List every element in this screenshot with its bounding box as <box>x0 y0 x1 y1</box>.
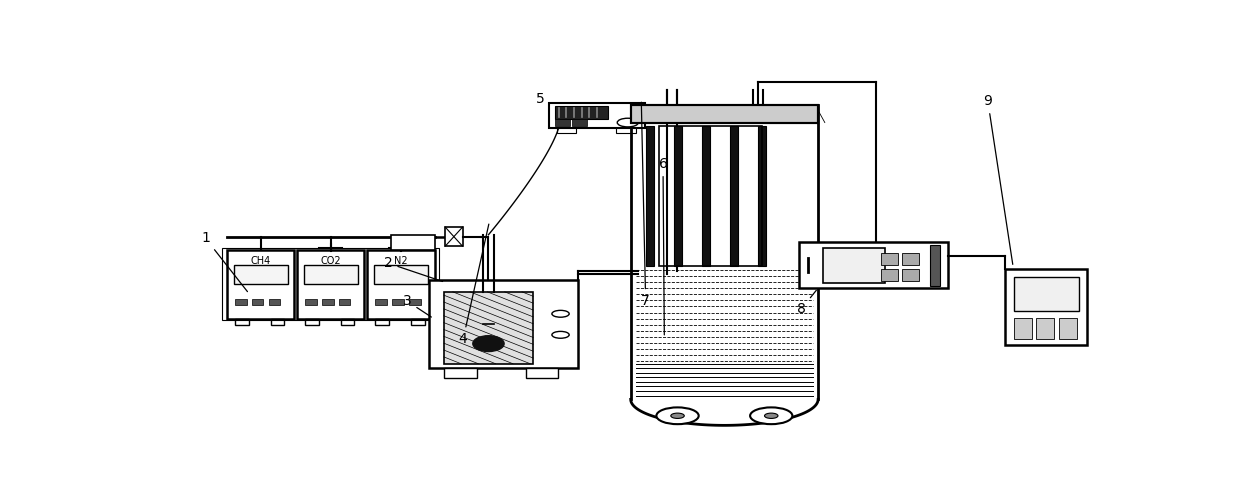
Bar <box>444 292 533 364</box>
Bar <box>270 319 284 325</box>
Bar <box>526 368 558 378</box>
Circle shape <box>656 407 698 424</box>
Bar <box>429 281 578 368</box>
Bar <box>234 265 288 284</box>
Text: 6: 6 <box>658 157 667 335</box>
Bar <box>222 248 439 320</box>
Bar <box>339 298 351 305</box>
Bar <box>367 250 435 319</box>
Bar <box>572 119 588 126</box>
Text: 7: 7 <box>641 102 650 308</box>
Bar <box>554 119 570 126</box>
Bar <box>823 248 885 283</box>
Bar <box>702 126 709 266</box>
Bar <box>412 319 424 325</box>
Bar <box>236 298 247 305</box>
Bar <box>758 126 766 266</box>
Bar <box>880 252 898 265</box>
Bar <box>445 227 463 246</box>
Bar <box>646 126 653 266</box>
Bar <box>1013 277 1079 311</box>
Bar <box>1059 318 1078 339</box>
Circle shape <box>750 407 792 424</box>
Bar <box>557 128 575 133</box>
Bar <box>444 368 476 378</box>
Bar <box>305 298 316 305</box>
Circle shape <box>671 413 684 418</box>
Bar <box>901 252 919 265</box>
Bar <box>554 106 608 119</box>
Bar <box>252 298 263 305</box>
Bar <box>799 243 947 288</box>
Bar <box>227 250 294 319</box>
Ellipse shape <box>618 118 639 127</box>
Text: CO2: CO2 <box>321 256 341 266</box>
Bar <box>304 265 358 284</box>
Text: 2: 2 <box>383 256 443 282</box>
Bar <box>880 269 898 281</box>
Bar <box>391 235 435 250</box>
Text: 4: 4 <box>459 224 489 346</box>
Text: 9: 9 <box>983 94 1013 264</box>
Bar <box>616 128 635 133</box>
Bar <box>658 126 761 266</box>
Bar <box>298 250 365 319</box>
Bar <box>376 319 389 325</box>
Text: 3: 3 <box>403 294 432 317</box>
Bar <box>409 298 420 305</box>
Bar <box>730 126 738 266</box>
Bar <box>236 319 248 325</box>
Circle shape <box>552 310 569 317</box>
Bar <box>376 298 387 305</box>
Bar <box>631 105 818 123</box>
Text: 5: 5 <box>536 92 551 106</box>
Bar <box>374 265 428 284</box>
Bar <box>901 269 919 281</box>
Circle shape <box>552 331 569 338</box>
Bar <box>549 103 645 128</box>
Bar <box>1006 269 1087 346</box>
Circle shape <box>765 413 777 418</box>
Bar <box>305 319 319 325</box>
Ellipse shape <box>472 336 505 351</box>
Bar <box>631 105 818 123</box>
Bar <box>392 298 404 305</box>
Bar <box>322 298 334 305</box>
Bar <box>930 245 940 286</box>
Bar <box>673 126 682 266</box>
Bar <box>269 298 280 305</box>
Bar <box>341 319 355 325</box>
Text: N2: N2 <box>394 256 408 266</box>
Bar <box>1013 318 1032 339</box>
Text: 1: 1 <box>201 231 248 292</box>
Text: 8: 8 <box>797 290 816 316</box>
Text: CH4: CH4 <box>250 256 270 266</box>
Bar <box>1037 318 1054 339</box>
